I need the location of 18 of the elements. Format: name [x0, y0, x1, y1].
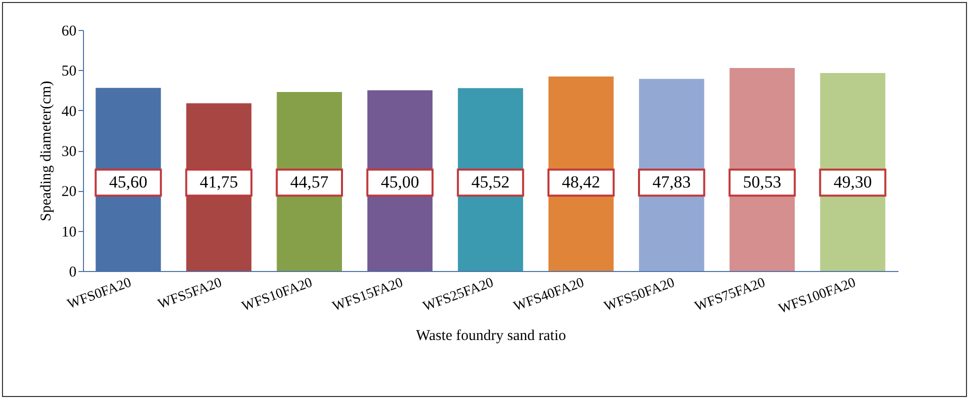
y-axis-title: Speading diameter(cm) [38, 80, 54, 222]
y-tick-label: 20 [62, 184, 76, 200]
data-label: 48,42 [562, 172, 600, 192]
y-tick-label: 40 [62, 104, 76, 120]
y-tick-label: 60 [62, 24, 76, 40]
data-label: 45,00 [380, 172, 420, 192]
data-label: 41,75 [200, 172, 238, 192]
data-label: 44,57 [290, 172, 330, 192]
data-label: 45,52 [471, 172, 510, 192]
data-label: 45,60 [109, 172, 148, 192]
x-axis-title: Waste foundry sand ratio [416, 328, 566, 344]
data-label: 50,53 [743, 172, 782, 192]
y-tick-label: 30 [62, 144, 76, 160]
data-label: 49,30 [834, 172, 872, 192]
y-tick-label: 0 [69, 264, 76, 280]
y-tick-label: 10 [62, 224, 76, 240]
data-label: 47,83 [652, 172, 691, 192]
y-tick-label: 50 [62, 64, 76, 80]
